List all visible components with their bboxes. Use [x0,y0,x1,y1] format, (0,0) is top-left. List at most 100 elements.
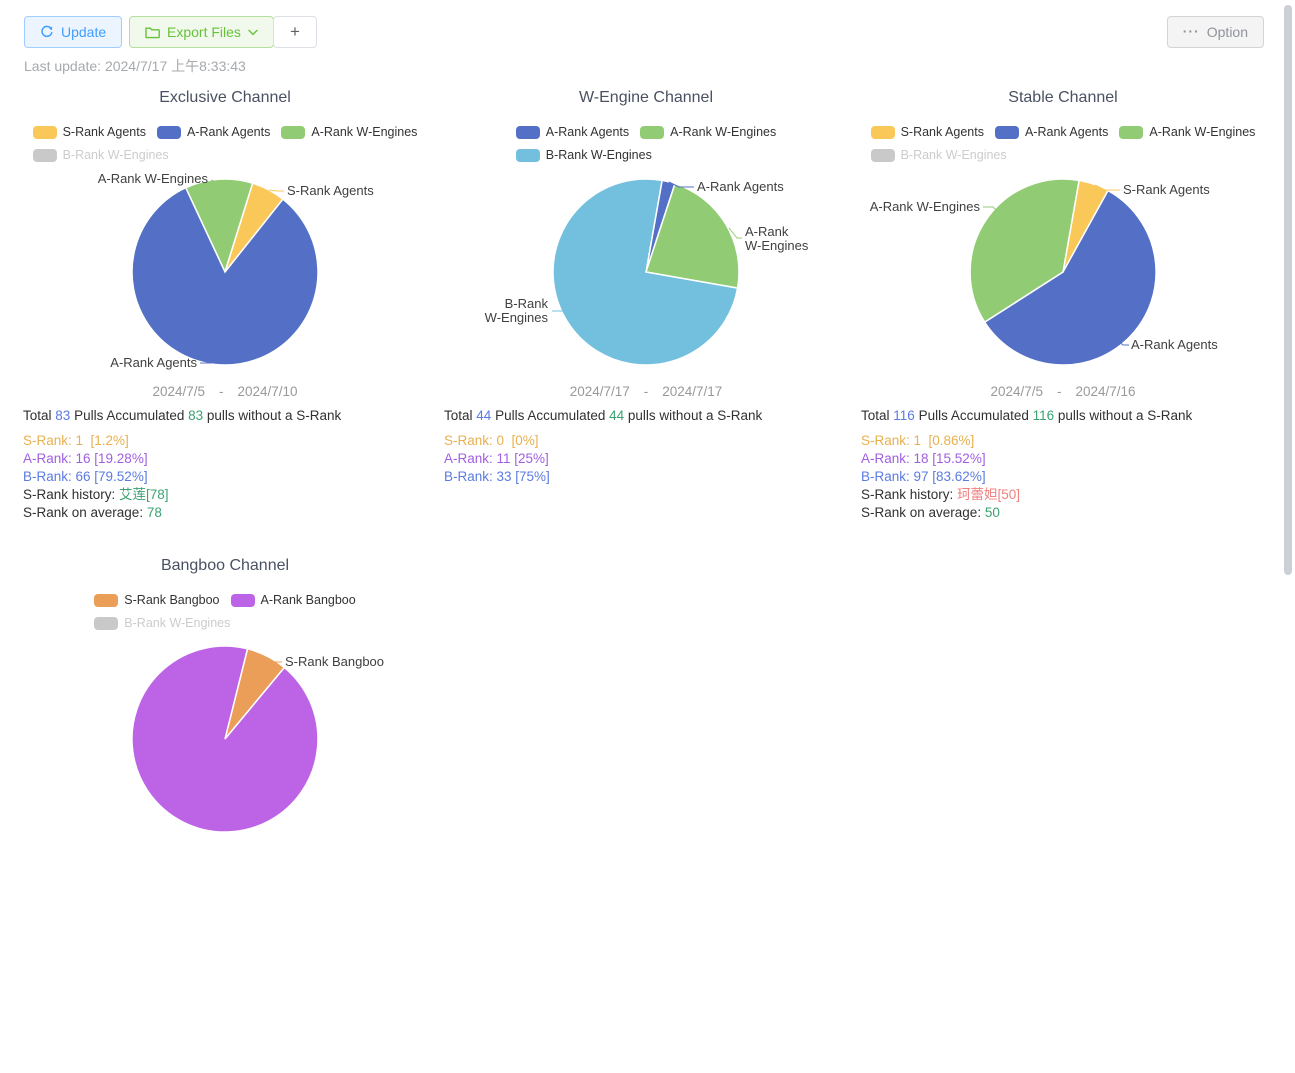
pie-chart-bangboo: S-Rank Bangboo [131,645,384,833]
pie-label-line [1094,184,1120,191]
legend-swatch [94,616,119,630]
legend-label: B-Rank W-Engines [62,148,169,162]
pie-label-line [210,179,223,185]
pie-slice-a-rank-w-engines[interactable] [969,178,1080,324]
chart-title: Exclusive Channel [159,89,291,106]
pie-slice-a-rank-agents[interactable] [131,186,319,366]
legend-swatch [870,125,895,139]
stats-rank-line: B-Rank: 97 [83.62%] [861,469,986,484]
legend: S-Rank Bangboo A-Rank Bangboo B-Rank W-Eng… [15,593,435,639]
pie-label-line [728,227,742,239]
update-button[interactable]: Update [24,16,123,48]
pie-slice-b-rank-w-engines[interactable] [552,178,739,366]
pie-chart-stable: S-Rank Agents A-Rank Agents A-Rank W-Engin… [870,178,1218,366]
stats-history-line: S-Rank history: 珂蕾妲[50] [861,487,1021,502]
chart-date-range: 2024/7/17-2024/7/17 [569,384,723,399]
stats-rank-line: A-Rank: 11 [25%] [444,451,549,466]
stats-average-line: S-Rank on average: 50 [861,505,1000,520]
update-button-label: Update [61,24,107,40]
legend-item-b-rank-w-engines[interactable]: B-Rank W-Engines [32,148,169,162]
legend-label: A-Rank Agents [186,125,271,139]
legend-item-b-rank-w-engines[interactable]: B-Rank W-Engines [94,616,230,630]
chart-card-wengine: W-Engine Channel A-Rank Agents A-Rank W-En… [436,85,856,605]
legend-swatch [640,125,665,139]
legend-label: B-Rank W-Engines [900,148,1007,162]
stats-total-line: Total 116 Pulls Accumulated 116 pulls wi… [861,408,1193,423]
legend-swatch [32,125,57,139]
legend-item-a-rank-agents[interactable]: A-Rank Agents [515,125,629,139]
chart-title: Bangboo Channel [160,557,290,574]
vertical-scrollbar-thumb[interactable] [1284,5,1292,575]
legend: S-Rank Agents A-Rank Agents A-Rank W-Engin… [853,125,1273,171]
pie-slice-a-rank-w-engines[interactable] [184,178,254,275]
legend-label: B-Rank W-Engines [545,148,652,162]
legend-label: A-Rank Agents [1024,125,1109,139]
legend-item-a-rank-bangboo[interactable]: A-Rank Bangboo [230,593,356,607]
chart-card-exclusive: Exclusive Channel S-Rank Agents A-Rank Age… [15,85,435,605]
last-update-text: Last update: 2024/7/17 上午8:33:43 [24,58,246,74]
chart-stats: Total 44 Pulls Accumulated 44 pulls with… [444,407,852,486]
legend-swatch [870,148,895,162]
pie-label-line [668,181,694,188]
legend-label: B-Rank W-Engines [124,616,231,630]
stats-rank-line: A-Rank: 16 [19.28%] [23,451,148,466]
legend-item-b-rank-w-engines[interactable]: B-Rank W-Engines [870,148,1007,162]
stats-rank-line: B-Rank: 33 [75%] [444,469,550,484]
add-tab-button[interactable]: + [273,16,317,48]
legend-label: A-Rank W-Engines [311,125,418,139]
pie-label-a-rank-w-engines: A-Rank W-Engines [870,199,981,214]
legend-swatch [156,125,181,139]
chart-card-bangboo: Bangboo Channel S-Rank Bangboo A-Rank Bang… [15,553,435,1073]
refresh-icon [41,25,53,38]
folder-icon [145,27,160,38]
stats-rank-line: S-Rank: 0 [0%] [444,433,539,448]
pie-label-line [983,206,1000,214]
legend-item-s-rank-agents[interactable]: S-Rank Agents [870,125,984,139]
stats-rank-line: A-Rank: 18 [15.52%] [861,451,986,466]
chart-stats: Total 116 Pulls Accumulated 116 pulls wi… [861,407,1269,522]
pie-chart-wengine: A-Rank Agents A-Rank W-Engines B-Rank W-Engi… [485,178,809,366]
legend-swatch [515,125,540,139]
pie-chart-exclusive: A-Rank W-Engines S-Rank Agents A-Rank Agen… [98,171,375,370]
legend-item-a-rank-w-engines[interactable]: A-Rank W-Engines [640,125,776,139]
legend: S-Rank Agents A-Rank Agents A-Rank W-Engin… [15,125,435,171]
legend-item-a-rank-agents[interactable]: A-Rank Agents [994,125,1109,139]
legend-label: S-Rank Bangboo [124,593,220,607]
legend-label: S-Rank Agents [900,125,984,139]
legend-item-a-rank-w-engines[interactable]: A-Rank W-Engines [281,125,417,139]
export-files-button[interactable]: Export Files [129,16,274,48]
legend-label: A-Rank Bangboo [260,593,356,607]
pie-label-s-rank-agents: S-Rank Agents [1123,182,1210,197]
pie-label-a-rank-agents: A-Rank Agents [697,179,784,194]
legend-item-s-rank-agents[interactable]: S-Rank Agents [32,125,146,139]
legend-swatch [994,125,1019,139]
pie-slice-a-rank-bangboo[interactable] [131,645,319,833]
pie-label-line [266,661,282,664]
stats-rank-line: S-Rank: 1 [1.2%] [23,433,129,448]
pie-label-a-rank-agents: A-Rank Agents [1131,337,1218,352]
legend: A-Rank Agents A-Rank W-Engines B-Rank W-En… [436,125,856,171]
stats-total-line: Total 44 Pulls Accumulated 44 pulls with… [444,408,763,423]
legend-item-b-rank-w-engines[interactable]: B-Rank W-Engines [515,148,652,162]
legend-swatch [94,593,119,607]
chart-card-stable: Stable Channel S-Rank Agents A-Rank Agents… [853,85,1273,605]
chart-date-range: 2024/7/5-2024/7/10 [152,384,298,399]
plus-icon: + [290,22,300,41]
chart-title: Stable Channel [1008,89,1118,106]
pie-slice-a-rank-agents[interactable] [983,189,1157,366]
stats-average-line: S-Rank on average: 78 [23,505,162,520]
chevron-down-icon [248,29,258,35]
legend-swatch [281,125,306,139]
pie-label-s-rank-bangboo: S-Rank Bangboo [285,654,384,669]
legend-item-s-rank-bangboo[interactable]: S-Rank Bangboo [94,593,220,607]
legend-swatch [515,148,540,162]
stats-rank-line: B-Rank: 66 [79.52%] [23,469,148,484]
legend-swatch [230,593,255,607]
option-button[interactable]: ··· Option [1166,16,1264,48]
legend-swatch [1119,125,1144,139]
pie-slice-a-rank-w-engines[interactable] [645,182,740,289]
legend-item-a-rank-w-engines[interactable]: A-Rank W-Engines [1119,125,1255,139]
legend-item-a-rank-agents[interactable]: A-Rank Agents [156,125,271,139]
pie-label-s-rank-agents: S-Rank Agents [287,183,374,198]
pie-label-a-rank-agents: A-Rank Agents [110,355,197,370]
